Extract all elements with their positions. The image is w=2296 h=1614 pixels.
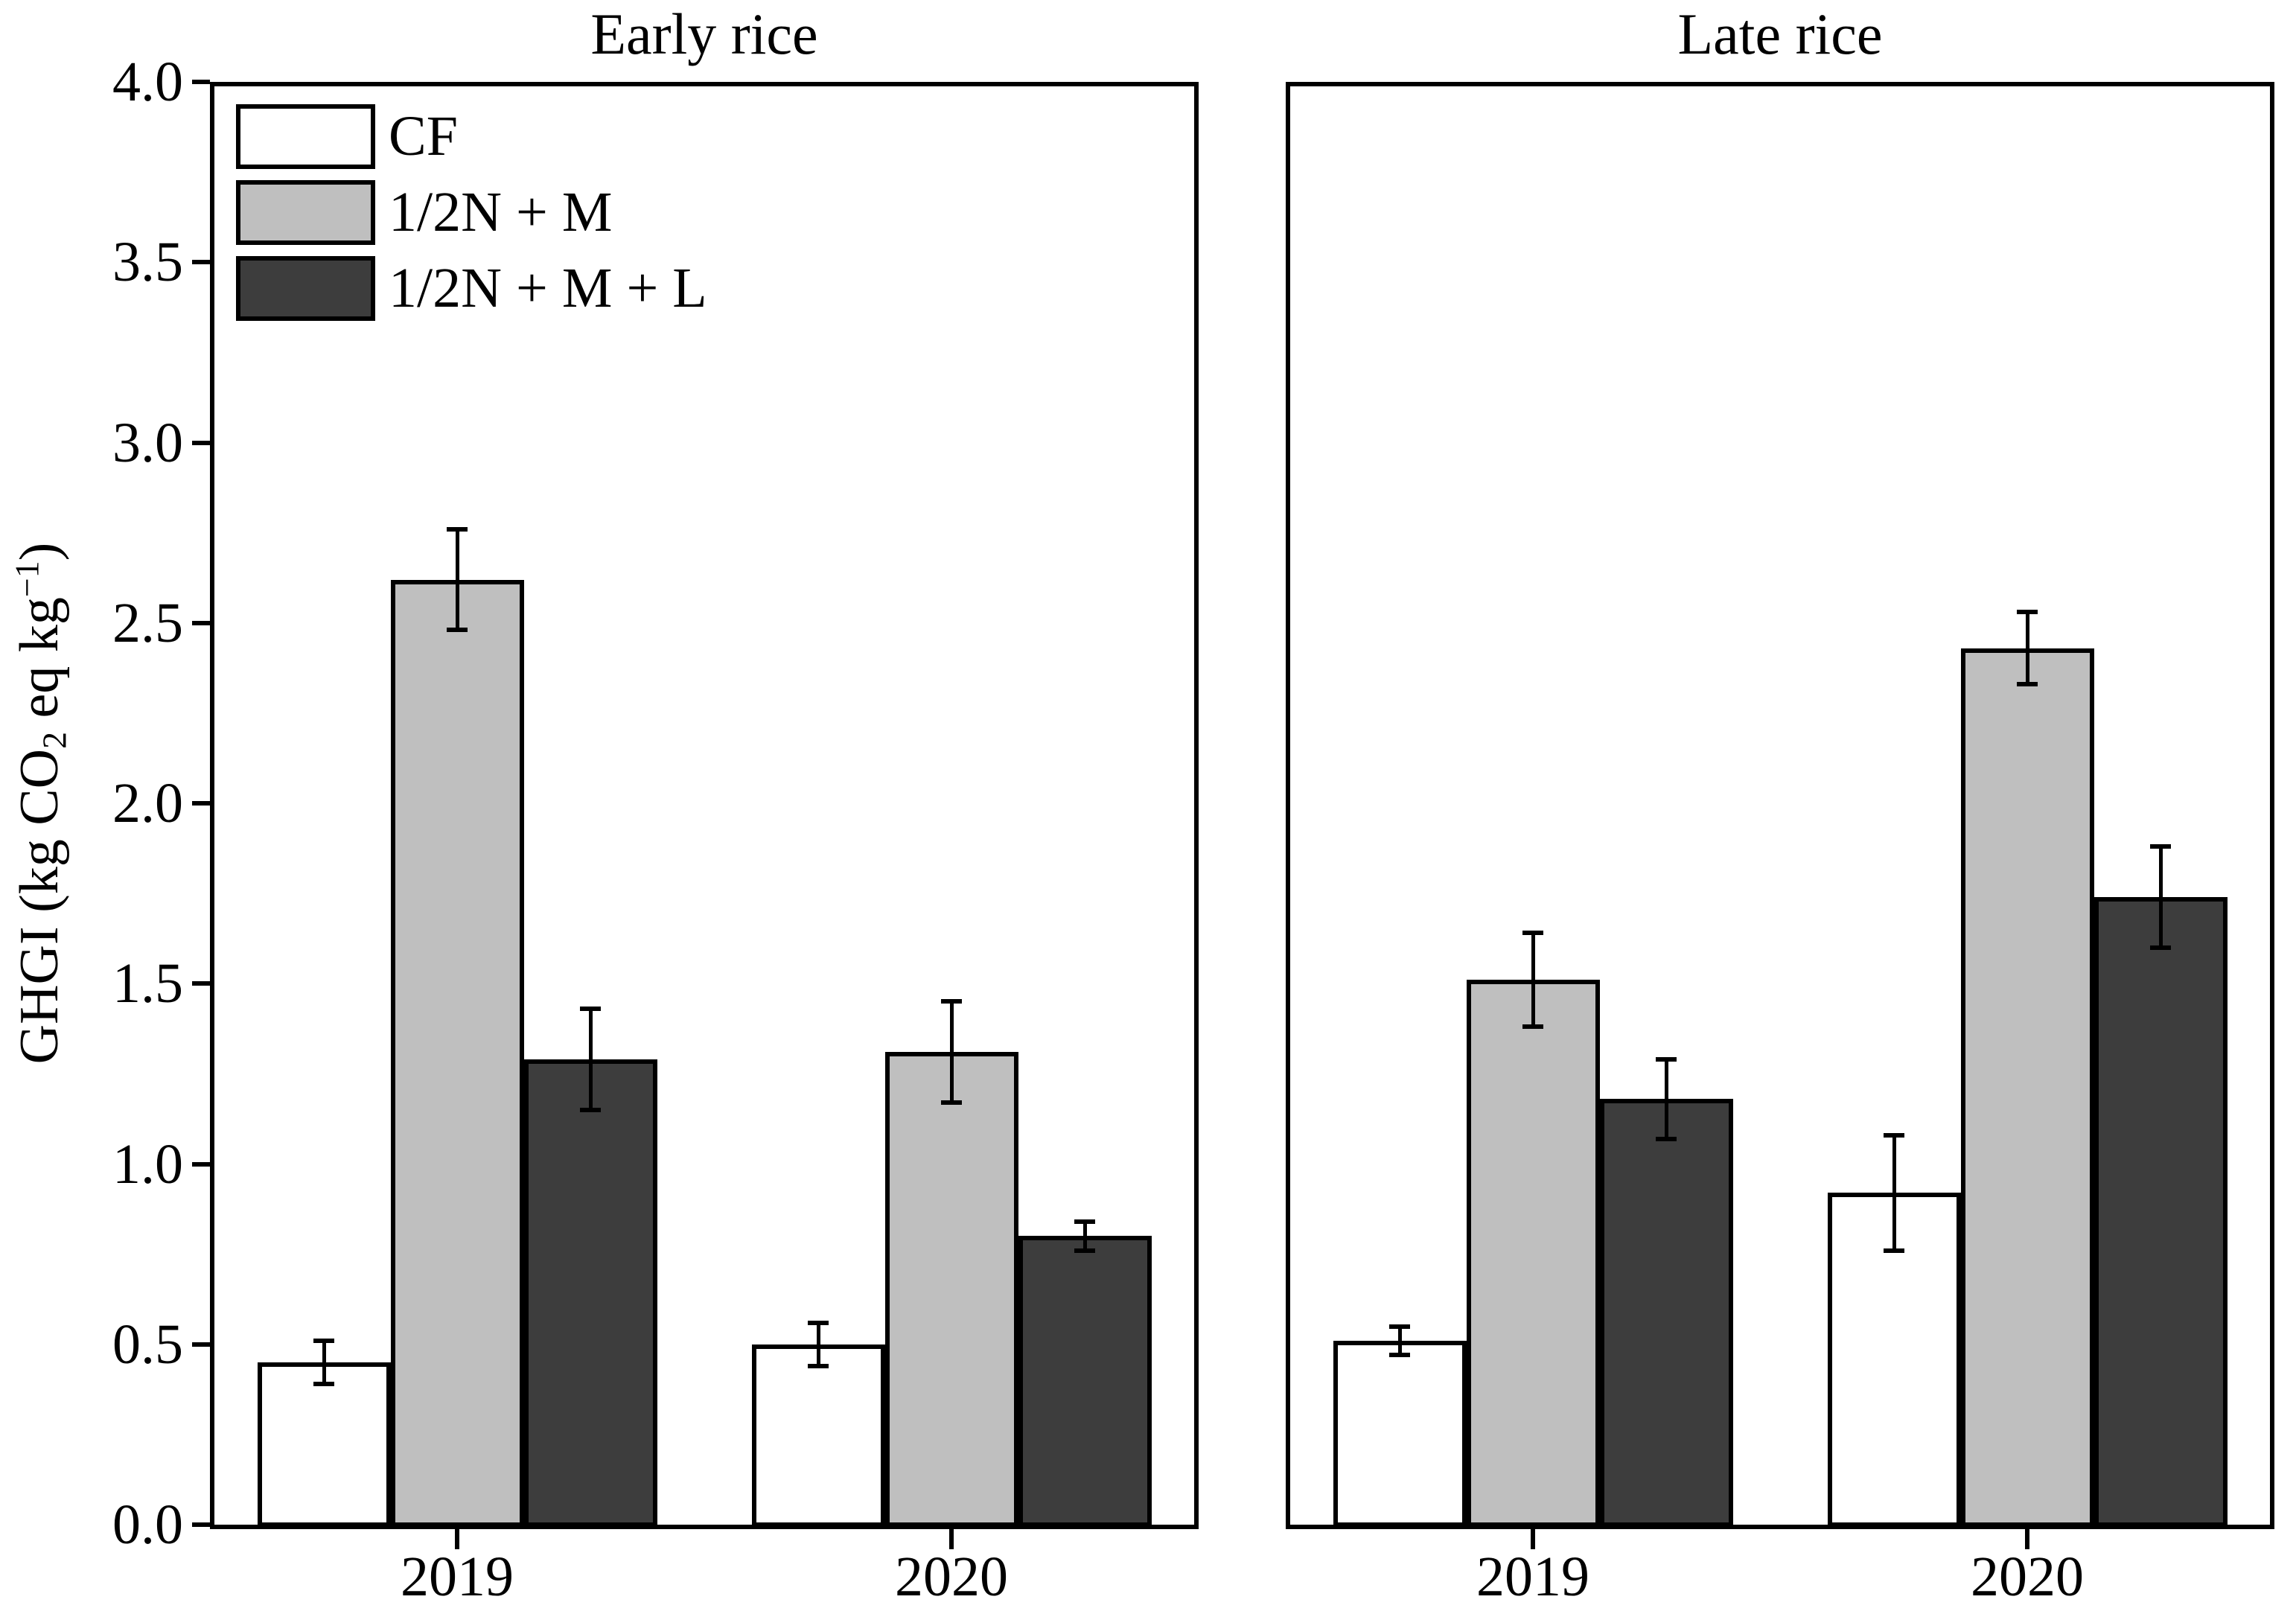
bar-12nm-2019 xyxy=(390,579,524,1527)
y-tick-label-2.5: 2.5 xyxy=(112,591,183,654)
legend-swatch-cf xyxy=(236,104,375,169)
y-axis-label-post: ) xyxy=(8,542,70,561)
error-bar-stem xyxy=(816,1322,820,1366)
error-bar-cap-bottom xyxy=(1074,1248,1095,1253)
error-bar-cap-top xyxy=(808,1320,829,1325)
bar-12nml-2019 xyxy=(523,1059,657,1527)
error-bar-cap-top xyxy=(1074,1219,1095,1225)
error-bar-stem xyxy=(1892,1135,1896,1251)
legend-swatch-12nm xyxy=(236,180,375,245)
error-bar-stem xyxy=(1664,1059,1668,1139)
panel-title-early-rice: Early rice xyxy=(590,1,818,66)
y-tick-0.0 xyxy=(192,1522,210,1527)
y-tick-3.0 xyxy=(192,440,210,445)
error-bar-cap-top xyxy=(1522,931,1543,936)
bar-cf-2019 xyxy=(257,1362,391,1527)
error-bar-cap-bottom xyxy=(580,1107,601,1112)
y-tick-2.5 xyxy=(192,620,210,625)
error-bar-stem xyxy=(1531,933,1535,1027)
x-tick-label-2019: 2019 xyxy=(1476,1546,1589,1608)
bar-12nml-2019 xyxy=(1599,1099,1733,1527)
error-bar-stem xyxy=(322,1340,326,1385)
bar-cf-2019 xyxy=(1333,1340,1467,1527)
bar-12nml-2020 xyxy=(2093,896,2228,1527)
y-axis-label-sub: 2 xyxy=(35,731,74,749)
error-bar-cap-top xyxy=(447,526,468,532)
error-bar-cap-top xyxy=(941,999,962,1004)
y-axis-label-sup: −1 xyxy=(7,561,46,598)
x-tick-2019 xyxy=(1531,1527,1535,1549)
y-tick-label-1.5: 1.5 xyxy=(112,952,183,1015)
y-tick-label-3.5: 3.5 xyxy=(112,231,183,294)
bar-12nml-2020 xyxy=(1018,1236,1152,1527)
error-bar-cap-bottom xyxy=(1389,1353,1410,1358)
error-bar-cap-bottom xyxy=(2017,682,2038,687)
bar-12nm-2019 xyxy=(1466,980,1600,1527)
legend-label-12nm: 1/2N + M xyxy=(389,181,613,243)
y-tick-label-2.0: 2.0 xyxy=(112,772,183,835)
y-tick-label-0.5: 0.5 xyxy=(112,1312,183,1376)
y-tick-label-1.0: 1.0 xyxy=(112,1132,183,1196)
error-bar-cap-bottom xyxy=(447,628,468,633)
error-bar-stem xyxy=(2158,846,2163,948)
x-tick-label-2020: 2020 xyxy=(895,1546,1008,1608)
error-bar-cap-bottom xyxy=(941,1100,962,1106)
legend-swatch-12nml xyxy=(236,256,375,321)
panel-title-late-rice: Late rice xyxy=(1677,1,1883,66)
x-tick-2020 xyxy=(2025,1527,2029,1549)
error-bar-stem xyxy=(1082,1222,1087,1251)
bar-12nm-2020 xyxy=(884,1052,1018,1527)
error-bar-stem xyxy=(455,529,459,631)
error-bar-stem xyxy=(2025,612,2029,685)
error-bar-cap-bottom xyxy=(1522,1024,1543,1030)
error-bar-cap-top xyxy=(580,1007,601,1012)
error-bar-stem xyxy=(1397,1326,1402,1356)
error-bar-cap-bottom xyxy=(2150,945,2171,950)
y-tick-label-4.0: 4.0 xyxy=(112,51,183,113)
x-tick-label-2020: 2020 xyxy=(1971,1546,2084,1608)
y-tick-4.0 xyxy=(192,80,210,84)
legend-label-cf: CF xyxy=(389,105,458,168)
error-bar-cap-top xyxy=(1656,1056,1677,1062)
bar-cf-2020 xyxy=(751,1344,885,1527)
error-bar-stem xyxy=(949,1001,954,1103)
y-tick-label-3.0: 3.0 xyxy=(112,411,183,474)
legend-label-12nml: 1/2N + M + L xyxy=(389,257,707,319)
y-tick-label-0.0: 0.0 xyxy=(112,1493,183,1556)
bar-12nm-2020 xyxy=(1960,648,2094,1527)
y-tick-0.5 xyxy=(192,1342,210,1347)
y-tick-2.0 xyxy=(192,801,210,806)
x-tick-label-2019: 2019 xyxy=(401,1546,514,1608)
error-bar-cap-bottom xyxy=(1656,1136,1677,1141)
bar-cf-2020 xyxy=(1827,1193,1961,1527)
error-bar-cap-top xyxy=(313,1338,334,1343)
error-bar-stem xyxy=(588,1009,593,1110)
x-tick-2020 xyxy=(949,1527,954,1549)
error-bar-cap-top xyxy=(2150,844,2171,849)
error-bar-cap-bottom xyxy=(313,1382,334,1387)
error-bar-cap-bottom xyxy=(1884,1248,1904,1253)
y-tick-1.0 xyxy=(192,1161,210,1167)
error-bar-cap-bottom xyxy=(808,1363,829,1368)
error-bar-cap-top xyxy=(1884,1132,1904,1138)
y-tick-1.5 xyxy=(192,981,210,986)
error-bar-cap-top xyxy=(1389,1324,1410,1329)
y-tick-3.5 xyxy=(192,260,210,265)
error-bar-cap-top xyxy=(2017,610,2038,615)
x-tick-2019 xyxy=(455,1527,459,1549)
